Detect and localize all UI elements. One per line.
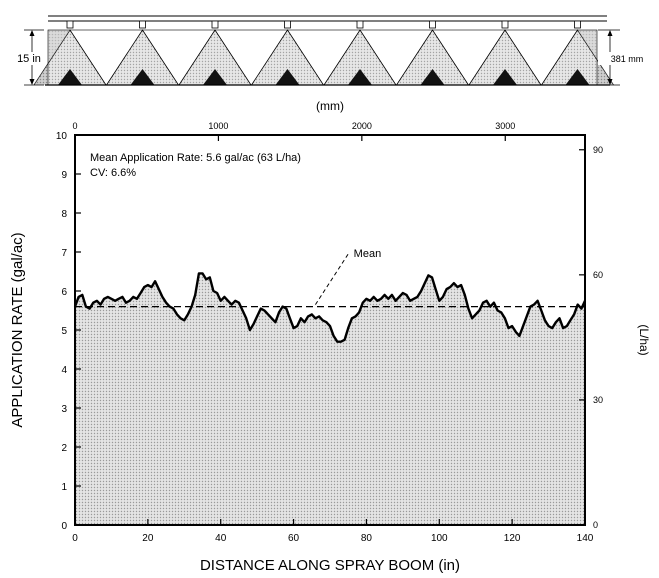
- y-axis: 0 1 2 3 4 5 6 7 8 9 10: [56, 131, 81, 532]
- spray-fan: [324, 30, 396, 85]
- spray-pattern-diagram: 15 in 381 mm: [14, 15, 656, 86]
- right-axis-lha: 0 30 60 90: [579, 145, 603, 530]
- nozzle: [211, 20, 219, 29]
- y-tick-label: 8: [61, 209, 67, 220]
- spray-overlap-core: [420, 69, 445, 85]
- right-dim-arrow-down: [607, 79, 613, 85]
- x-tick-label: 0: [72, 533, 78, 544]
- spray-overlap-core: [348, 69, 372, 85]
- spray-overlap-core: [493, 69, 517, 85]
- nozzle: [284, 20, 291, 29]
- application-rate-chart: Mean 0 20 40 60 80 100 120 140 0 1 2 3 4 5 6 7 8 9 10 0 10…: [9, 99, 651, 574]
- nozzle: [66, 20, 74, 29]
- spray-fan: [251, 30, 324, 85]
- right-tick-label: 30: [593, 395, 603, 405]
- left-dim-label-bg: [14, 52, 46, 65]
- y-axis-label: APPLICATION RATE (gal/ac): [9, 232, 26, 427]
- spray-overlap-core: [203, 69, 227, 85]
- right-dim-label-bg: [598, 52, 656, 65]
- top-tick-label: 1000: [208, 121, 228, 131]
- left-dim-arrow-down: [29, 79, 35, 85]
- right-dim-label: 381 mm: [611, 54, 644, 64]
- y-tick-label: 6: [61, 287, 67, 298]
- x-tick-label: 20: [142, 533, 154, 544]
- y-tick-label: 2: [61, 443, 67, 454]
- y-tick-label: 4: [61, 365, 67, 376]
- nozzle: [574, 20, 581, 29]
- application-rate-line: [73, 272, 587, 343]
- spray-overlap-core: [130, 69, 155, 85]
- spray-fan: [34, 30, 106, 85]
- y-tick-label: 3: [61, 404, 67, 415]
- left-dim-label: 15 in: [17, 53, 41, 65]
- nozzle: [356, 20, 364, 29]
- mean-rate-note: Mean Application Rate: 5.6 gal/ac (63 L/…: [90, 152, 301, 164]
- nozzle: [429, 20, 436, 29]
- y-tick-label: 9: [61, 170, 67, 181]
- mean-label: Mean: [354, 248, 382, 260]
- mean-pointer: [315, 253, 349, 305]
- x-tick-label: 60: [288, 533, 300, 544]
- y-tick-label: 7: [61, 248, 67, 259]
- top-tick-label: 3000: [495, 121, 515, 131]
- nozzle: [139, 20, 146, 29]
- right-tick-label: 0: [593, 520, 598, 530]
- application-rate-area: [75, 273, 585, 525]
- top-tick-label: 2000: [352, 121, 372, 131]
- spray-fan: [106, 30, 179, 85]
- edge-fill-right: [577, 30, 614, 85]
- y-tick-label: 5: [61, 326, 67, 337]
- x-axis-label: DISTANCE ALONG SPRAY BOOM (in): [200, 557, 460, 574]
- top-tick-label: 0: [72, 121, 77, 131]
- spray-fan: [396, 30, 469, 85]
- spray-fan: [179, 30, 251, 85]
- edge-fill-left: [34, 30, 70, 85]
- right-tick-label: 60: [593, 270, 603, 280]
- spray-fan: [541, 30, 614, 85]
- spray-group: [33, 20, 614, 86]
- top-axis-label: (mm): [316, 99, 344, 113]
- x-axis: 0 20 40 60 80 100 120 140: [72, 519, 594, 544]
- spray-fan: [469, 30, 541, 85]
- spray-overlap-core: [565, 69, 590, 85]
- x-tick-label: 80: [361, 533, 373, 544]
- nozzle: [501, 20, 509, 29]
- cv-note: CV: 6.6%: [90, 167, 136, 179]
- right-axis-label: (L/ha): [637, 324, 651, 355]
- right-tick-label: 90: [593, 145, 603, 155]
- y-tick-label: 10: [56, 131, 68, 142]
- y-tick-label: 1: [61, 482, 67, 493]
- spray-overlap-core: [275, 69, 300, 85]
- right-dim-arrow-up: [607, 30, 613, 36]
- spray-overlap-core: [58, 69, 82, 85]
- x-tick-label: 120: [504, 533, 521, 544]
- left-dim-arrow-up: [29, 30, 35, 36]
- x-tick-label: 40: [215, 533, 227, 544]
- y-tick-label: 0: [61, 521, 67, 532]
- top-axis-mm: 0 1000 2000 3000: [72, 121, 515, 141]
- x-tick-label: 100: [431, 533, 448, 544]
- x-tick-label: 140: [577, 533, 594, 544]
